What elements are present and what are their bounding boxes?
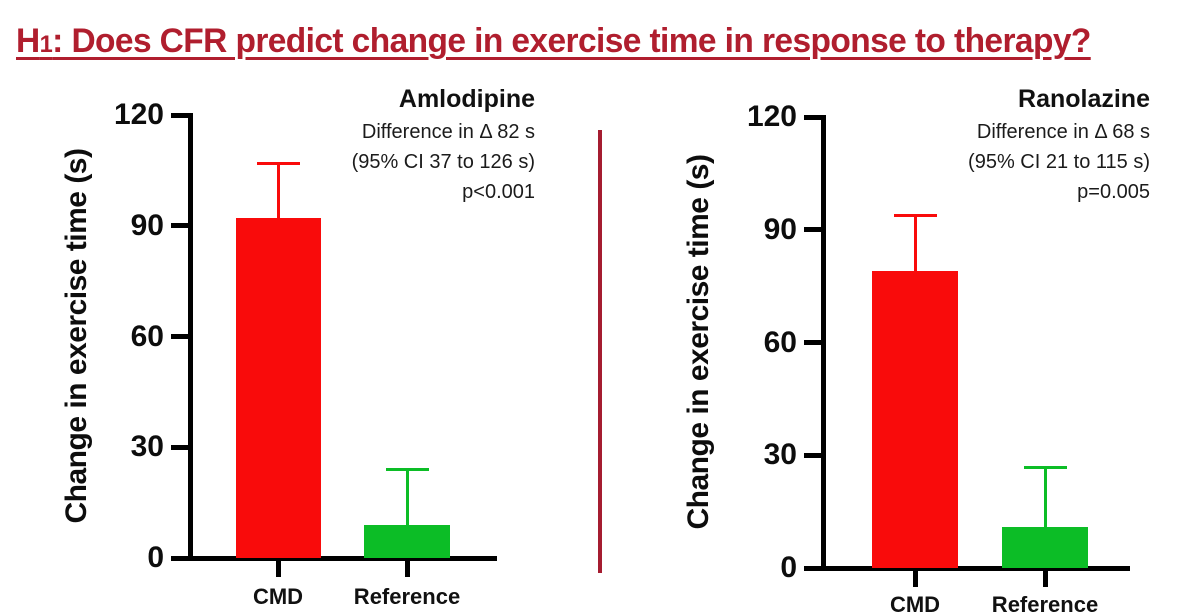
annotation-block: Ranolazine Difference in Δ 68 s (95% CI … — [968, 84, 1150, 207]
page-title-text: : Does CFR predict change in exercise ti… — [52, 22, 1091, 60]
y-tick-label: 90 — [130, 208, 164, 242]
error-bar-cap-cmd — [893, 213, 937, 217]
error-bar-stem-cmd — [276, 162, 280, 219]
x-category-label-reference: Reference — [353, 584, 461, 609]
page-title: H1: Does CFR predict change in exercise … — [16, 22, 1178, 61]
y-tick-label: 60 — [763, 325, 797, 359]
x-tick-mark-cmd — [275, 560, 281, 577]
x-axis-spine — [821, 566, 1130, 571]
error-bar-stem-reference — [405, 469, 409, 525]
error-bar-stem-reference — [1043, 466, 1047, 527]
vertical-divider — [598, 130, 602, 573]
x-tick-mark-reference — [1042, 570, 1048, 587]
y-axis-label: Change in exercise time (s) — [60, 148, 93, 524]
y-tick-mark — [804, 565, 821, 571]
y-axis-label: Change in exercise time (s) — [682, 154, 715, 530]
y-tick-label: 30 — [130, 430, 164, 464]
annotation-block: Amlodipine Difference in Δ 82 s (95% CI … — [352, 84, 535, 207]
annotation-pvalue: p=0.005 — [1077, 181, 1150, 203]
error-bar-cap-reference — [1023, 465, 1067, 469]
chart-title: Ranolazine — [1018, 85, 1150, 113]
y-tick-mark — [171, 223, 188, 229]
y-axis-spine — [188, 113, 193, 560]
y-tick-mark — [804, 340, 821, 345]
error-bar-stem-cmd — [913, 214, 917, 272]
annotation-ci: (95% CI 37 to 126 s) — [351, 151, 535, 173]
chart-title: Amlodipine — [398, 85, 535, 113]
x-category-label-cmd: CMD — [252, 584, 304, 609]
y-tick-label: 120 — [113, 98, 164, 131]
y-tick-label: 0 — [780, 551, 797, 584]
x-category-label-reference: Reference — [991, 592, 1099, 616]
annotation-difference: Difference in Δ 82 s — [361, 121, 535, 143]
y-tick-mark — [171, 444, 188, 450]
x-tick-mark-cmd — [912, 570, 918, 587]
hypothesis-subscript: 1 — [39, 31, 53, 58]
error-bar-cap-reference — [385, 468, 429, 472]
y-tick-label: 30 — [763, 438, 797, 472]
bar-reference — [1002, 526, 1088, 568]
y-tick-mark — [804, 114, 821, 120]
y-tick-mark — [171, 334, 188, 339]
annotation-pvalue: p<0.001 — [462, 181, 535, 203]
bar-cmd — [872, 271, 958, 568]
y-axis-spine — [821, 115, 826, 570]
hypothesis-prefix: H — [16, 22, 40, 60]
bar-cmd — [235, 218, 321, 558]
x-axis-spine — [188, 556, 497, 561]
annotation-difference: Difference in Δ 68 s — [976, 121, 1150, 143]
x-category-label-cmd: CMD — [889, 592, 941, 616]
y-tick-mark — [804, 452, 821, 458]
y-tick-label: 120 — [746, 100, 797, 133]
bar-reference — [364, 524, 450, 558]
y-tick-label: 0 — [147, 541, 164, 574]
error-bar-cap-cmd — [256, 161, 300, 165]
x-tick-mark-reference — [404, 560, 410, 577]
y-tick-mark — [171, 112, 188, 118]
y-tick-label: 90 — [763, 212, 797, 246]
y-tick-mark — [804, 227, 821, 233]
y-tick-mark — [171, 555, 188, 561]
y-tick-label: 60 — [130, 319, 164, 353]
annotation-ci: (95% CI 21 to 115 s) — [968, 151, 1150, 173]
